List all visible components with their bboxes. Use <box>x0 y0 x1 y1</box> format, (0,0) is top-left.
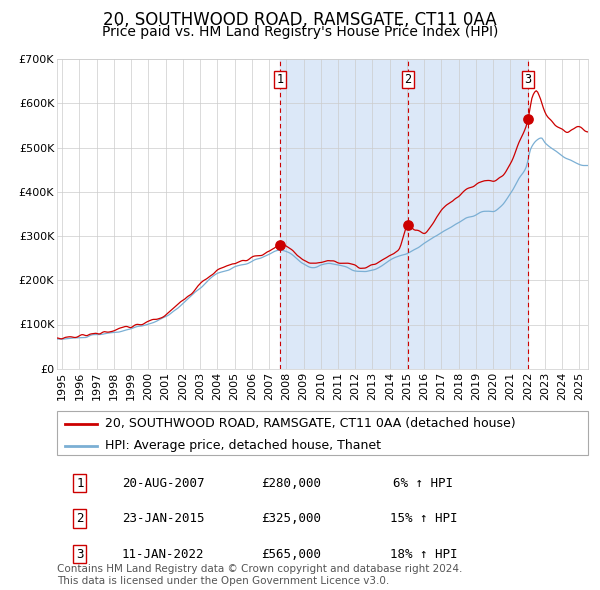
Text: 6% ↑ HPI: 6% ↑ HPI <box>394 477 454 490</box>
Text: 2: 2 <box>404 73 412 86</box>
Text: Contains HM Land Registry data © Crown copyright and database right 2024.
This d: Contains HM Land Registry data © Crown c… <box>57 564 463 586</box>
Text: 11-JAN-2022: 11-JAN-2022 <box>122 548 205 560</box>
Text: 1: 1 <box>277 73 284 86</box>
Bar <box>280 59 528 369</box>
Text: 3: 3 <box>524 73 532 86</box>
Text: 20-AUG-2007: 20-AUG-2007 <box>122 477 205 490</box>
Text: £325,000: £325,000 <box>260 512 320 525</box>
Text: £565,000: £565,000 <box>260 548 320 560</box>
Text: 20, SOUTHWOOD ROAD, RAMSGATE, CT11 0AA: 20, SOUTHWOOD ROAD, RAMSGATE, CT11 0AA <box>103 11 497 29</box>
Text: 20, SOUTHWOOD ROAD, RAMSGATE, CT11 0AA (detached house): 20, SOUTHWOOD ROAD, RAMSGATE, CT11 0AA (… <box>105 417 515 430</box>
Point <box>403 220 413 230</box>
Text: 2: 2 <box>76 512 83 525</box>
Text: 3: 3 <box>76 548 83 560</box>
Point <box>523 114 533 123</box>
Text: Price paid vs. HM Land Registry's House Price Index (HPI): Price paid vs. HM Land Registry's House … <box>102 25 498 39</box>
Text: 23-JAN-2015: 23-JAN-2015 <box>122 512 205 525</box>
Text: HPI: Average price, detached house, Thanet: HPI: Average price, detached house, Than… <box>105 439 381 453</box>
Text: 18% ↑ HPI: 18% ↑ HPI <box>389 548 457 560</box>
Point <box>275 240 285 250</box>
FancyBboxPatch shape <box>57 411 588 455</box>
Text: £280,000: £280,000 <box>260 477 320 490</box>
Text: 1: 1 <box>76 477 83 490</box>
Text: 15% ↑ HPI: 15% ↑ HPI <box>389 512 457 525</box>
